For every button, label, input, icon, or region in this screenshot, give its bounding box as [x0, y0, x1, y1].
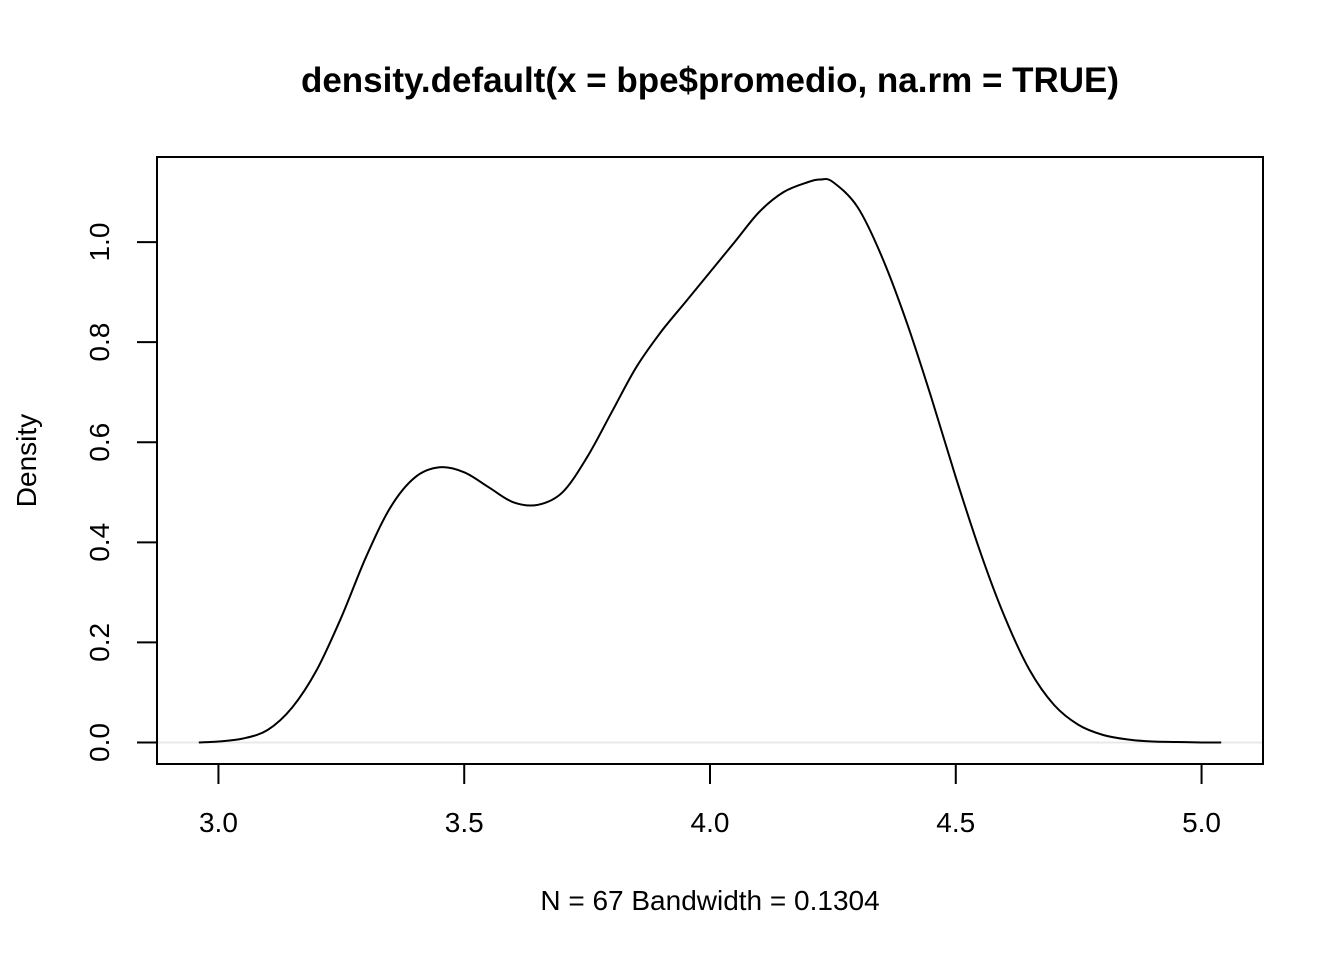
- x-axis-label: N = 67 Bandwidth = 0.1304: [540, 885, 879, 916]
- y-tick-label: 0.2: [84, 623, 115, 662]
- x-tick-label: 5.0: [1182, 807, 1221, 838]
- y-tick-label: 1.0: [84, 223, 115, 262]
- x-tick-label: 4.5: [936, 807, 975, 838]
- plot-frame: [156, 156, 1264, 765]
- y-tick-label: 0.4: [84, 523, 115, 562]
- x-tick-label: 3.5: [445, 807, 484, 838]
- density-curve: [198, 178, 1222, 744]
- x-axis: 3.0 3.5 4.0 4.5 5.0: [199, 763, 1221, 838]
- y-axis: 0.0 0.2 0.4 0.6 0.8 1.0: [84, 223, 158, 762]
- y-tick-label: 0.8: [84, 323, 115, 362]
- x-tick-label: 4.0: [691, 807, 730, 838]
- y-tick-label: 0.6: [84, 423, 115, 462]
- y-tick-label: 0.0: [84, 723, 115, 762]
- chart-title: density.default(x = bpe$promedio, na.rm …: [301, 61, 1119, 100]
- y-axis-label: Density: [11, 414, 42, 507]
- x-tick-label: 3.0: [199, 807, 238, 838]
